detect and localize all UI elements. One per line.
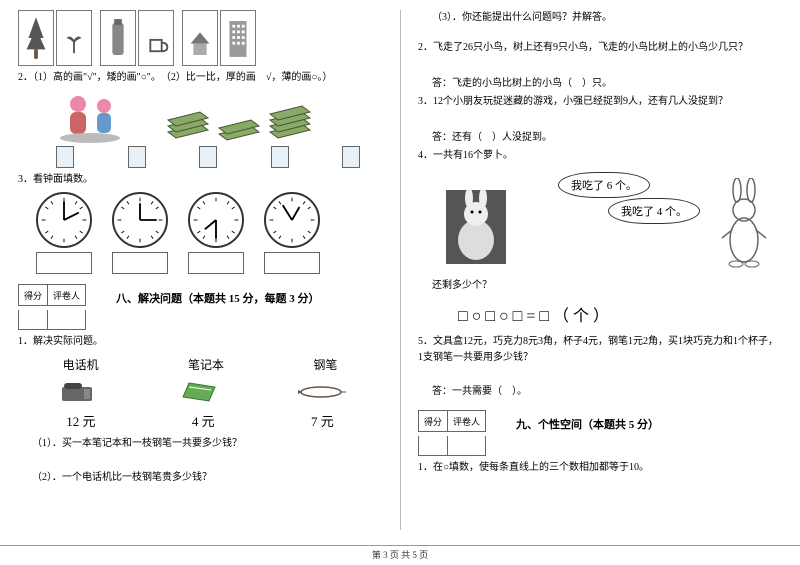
item-name: 钢笔 xyxy=(313,356,337,373)
pair-2 xyxy=(100,10,174,66)
tree-icon xyxy=(18,10,54,66)
clock-answer-box[interactable] xyxy=(112,252,168,274)
answer-smallboxes xyxy=(18,146,382,168)
section8-header: 得分 评卷人 八、解决问题（本题共 15 分，每题 3 分） xyxy=(18,284,382,306)
notebook-icon xyxy=(175,379,225,405)
house-icon xyxy=(182,10,218,66)
item-price: 12 元 xyxy=(66,411,95,430)
pair-3 xyxy=(182,10,256,66)
compare-pairs xyxy=(18,10,382,66)
section9-title: 九、个性空间（本题共 5 分） xyxy=(516,416,659,432)
score-input[interactable] xyxy=(418,436,448,456)
r-q2-ans: 答：飞走的小鸟比树上的小鸟（ ）只。 xyxy=(432,76,782,92)
building-icon xyxy=(220,10,256,66)
r-q5-text: 5．文具盒12元，巧克力8元3角，杯子4元，钢笔1元2角，买1块巧克力和1个杯子… xyxy=(418,334,782,366)
items-icons xyxy=(18,379,382,405)
rabbit-left-icon xyxy=(446,190,506,264)
rabbit-right-icon xyxy=(716,178,772,268)
clock-1 xyxy=(36,192,92,274)
pen-icon xyxy=(296,379,346,405)
grader-input[interactable] xyxy=(48,310,86,330)
column-divider xyxy=(400,10,401,530)
grader-label: 评卷人 xyxy=(48,284,86,306)
grader-label: 评卷人 xyxy=(448,410,486,432)
speech-bubble-1: 我吃了 6 个。 xyxy=(558,172,650,198)
score-label: 得分 xyxy=(18,284,48,306)
item-price: 4 元 xyxy=(192,411,215,430)
equation-template: □○□○□=□（个） xyxy=(458,302,782,326)
grader-input[interactable] xyxy=(448,436,486,456)
sub2-text: （2）．一个电话机比一枝钢笔贵多少钱？ xyxy=(32,470,382,486)
sprout-icon xyxy=(56,10,92,66)
items-prices: 12 元 4 元 7 元 xyxy=(18,411,382,430)
item-price: 7 元 xyxy=(311,411,334,430)
cup-icon xyxy=(138,10,174,66)
q1-text: 1．解决实际问题。 xyxy=(18,334,382,350)
section9-header: 得分 评卷人 九、个性空间（本题共 5 分） xyxy=(418,410,782,432)
section8-title: 八、解决问题（本题共 15 分，每题 3 分） xyxy=(116,290,320,306)
answer-box[interactable] xyxy=(128,146,146,168)
clock-row xyxy=(36,192,382,274)
item-name: 电话机 xyxy=(63,356,99,373)
r-q3-ans: 答：还有（ ）人没捉到。 xyxy=(432,130,782,146)
score-input[interactable] xyxy=(18,310,48,330)
rabbits-scene: 我吃了 6 个。 我吃了 4 个。 xyxy=(418,168,782,278)
q3-text: 3．看钟面填数。 xyxy=(18,172,382,188)
clock-answer-box[interactable] xyxy=(188,252,244,274)
children-icon xyxy=(48,90,158,144)
speech-bubble-2: 我吃了 4 个。 xyxy=(608,198,700,224)
clock-2 xyxy=(112,192,168,274)
item-name: 笔记本 xyxy=(188,356,224,373)
r-q2-text: 2．飞走了26只小鸟，树上还有9只小鸟，飞走的小鸟比树上的小鸟少几只？ xyxy=(418,40,782,56)
answer-box[interactable] xyxy=(342,146,360,168)
answer-box[interactable] xyxy=(271,146,289,168)
phone-icon xyxy=(54,379,104,405)
thermos-icon xyxy=(100,10,136,66)
clock-4 xyxy=(264,192,320,274)
r-q4-text: 4．一共有16个萝卜。 xyxy=(418,148,782,164)
compare-illustration xyxy=(48,90,382,144)
answer-box[interactable] xyxy=(199,146,217,168)
items-names: 电话机 笔记本 钢笔 xyxy=(18,356,382,373)
r-q9-1: 1．在○填数，使每条直线上的三个数相加都等于10。 xyxy=(418,460,782,476)
clock-3 xyxy=(188,192,244,274)
sub1-text: （1）．买一本笔记本和一枝钢笔一共要多少钱？ xyxy=(32,436,382,452)
score-label: 得分 xyxy=(418,410,448,432)
q2-text: 2．（1）高的画"√"，矮的画"○"。 （2）比一比，厚的画 √，薄的画○。） xyxy=(18,70,382,86)
answer-box[interactable] xyxy=(56,146,74,168)
r-q5-ans: 答：一共需要（ ）。 xyxy=(432,384,782,400)
r-q3-text: 3．12个小朋友玩捉迷藏的游戏，小强已经捉到9人，还有几人没捉到？ xyxy=(418,94,782,110)
clock-answer-box[interactable] xyxy=(36,252,92,274)
clock-answer-box[interactable] xyxy=(264,252,320,274)
r-q4-sub: 还剩多少个？ xyxy=(432,278,782,294)
books-stack xyxy=(164,96,314,144)
pair-1 xyxy=(18,10,92,66)
sub3-text: （3）．你还能提出什么问题吗？并解答。 xyxy=(432,10,782,26)
page-footer: 第 3 页 共 5 页 xyxy=(0,545,800,561)
